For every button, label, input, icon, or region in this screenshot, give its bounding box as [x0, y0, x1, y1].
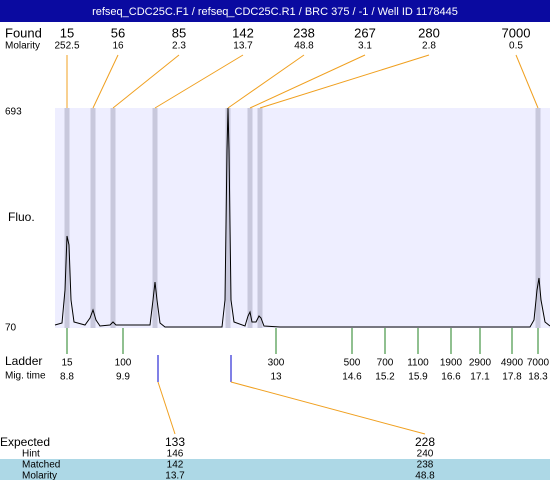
ladder-size: 300 [268, 358, 285, 369]
ladder-time: 14.6 [342, 372, 362, 383]
expected-row-label: Expected [0, 435, 50, 449]
expected-connector [230, 381, 426, 435]
ladder-size: 1100 [407, 358, 429, 369]
peak-connector [249, 54, 366, 109]
found-size: 142 [232, 25, 254, 40]
found-size: 7000 [502, 25, 531, 40]
fluo-label: Fluo. [8, 210, 35, 224]
found-size: 267 [354, 25, 376, 40]
peak-connector [515, 54, 539, 109]
found-molarity: 48.8 [294, 41, 314, 52]
title: refseq_CDC25C.F1 / refseq_CDC25C.R1 / BR… [92, 6, 458, 18]
title-bar [0, 0, 550, 22]
ladder-size: 4900 [501, 358, 524, 369]
ladder-time: 16.6 [441, 372, 461, 383]
found-molarity: 252.5 [54, 41, 79, 52]
found-size: 85 [172, 25, 186, 40]
fluo-max: 693 [5, 107, 22, 118]
plot-area [55, 108, 550, 328]
peak-band [257, 108, 263, 328]
found-size: 15 [60, 25, 74, 40]
peak-bands [64, 108, 541, 328]
peak-connector [112, 54, 180, 109]
found-molarity: 16 [112, 41, 124, 52]
peak-band [247, 108, 253, 328]
found-size: 280 [418, 25, 440, 40]
ladder-size: 1900 [440, 358, 463, 369]
molarity-label: Molarity [5, 41, 40, 52]
expected-molarity: 48.8 [415, 471, 435, 480]
expected-row-label: Hint [22, 449, 40, 460]
peak-band [225, 108, 231, 328]
expected-expected: 133 [165, 435, 185, 449]
peak-band [535, 108, 541, 328]
ladder-size: 500 [344, 358, 361, 369]
fluo-min: 70 [5, 323, 17, 334]
peak-connector [227, 54, 305, 109]
found-label: Found [5, 25, 42, 40]
ladder-time: 13 [270, 372, 282, 383]
peak-connector [92, 54, 119, 109]
ladder-time: 15.9 [408, 372, 428, 383]
found-molarity: 2.3 [172, 41, 186, 52]
expected-matched: 142 [167, 460, 184, 471]
ladder-size: 15 [61, 358, 73, 369]
ladder-label: Ladder [5, 354, 42, 368]
expected-connector [157, 381, 176, 435]
expected-hint: 146 [167, 449, 184, 460]
peak-band [152, 108, 158, 328]
ladder-time: 17.1 [470, 372, 490, 383]
expected-molarity: 13.7 [165, 471, 185, 480]
ladder-time: 8.8 [60, 372, 74, 383]
found-size: 238 [293, 25, 315, 40]
ladder-size: 700 [377, 358, 394, 369]
found-molarity: 13.7 [233, 41, 253, 52]
expected-row-label: Matched [22, 460, 60, 471]
expected-matched: 238 [417, 460, 434, 471]
peak-band [64, 108, 70, 328]
peak-connector [259, 54, 430, 109]
ladder-time: 17.8 [502, 372, 522, 383]
expected-expected: 228 [415, 435, 435, 449]
peak-band [110, 108, 116, 328]
ladder-time: 15.2 [375, 372, 395, 383]
peak-band [90, 108, 96, 328]
peak-connector [154, 54, 244, 109]
mig-time-label: Mig. time [5, 371, 46, 382]
ladder-time: 18.3 [528, 372, 548, 383]
found-molarity: 2.8 [422, 41, 436, 52]
expected-hint: 240 [417, 449, 434, 460]
found-size: 56 [111, 25, 125, 40]
found-molarity: 0.5 [509, 41, 523, 52]
matched-highlight [0, 459, 550, 480]
found-molarity: 3.1 [358, 41, 372, 52]
expected-row-label: Molarity [22, 471, 57, 480]
trace [54, 107, 550, 328]
ladder-size: 7000 [527, 358, 550, 369]
ladder-time: 9.9 [116, 372, 130, 383]
ladder-size: 100 [115, 358, 132, 369]
ladder-size: 2900 [469, 358, 492, 369]
